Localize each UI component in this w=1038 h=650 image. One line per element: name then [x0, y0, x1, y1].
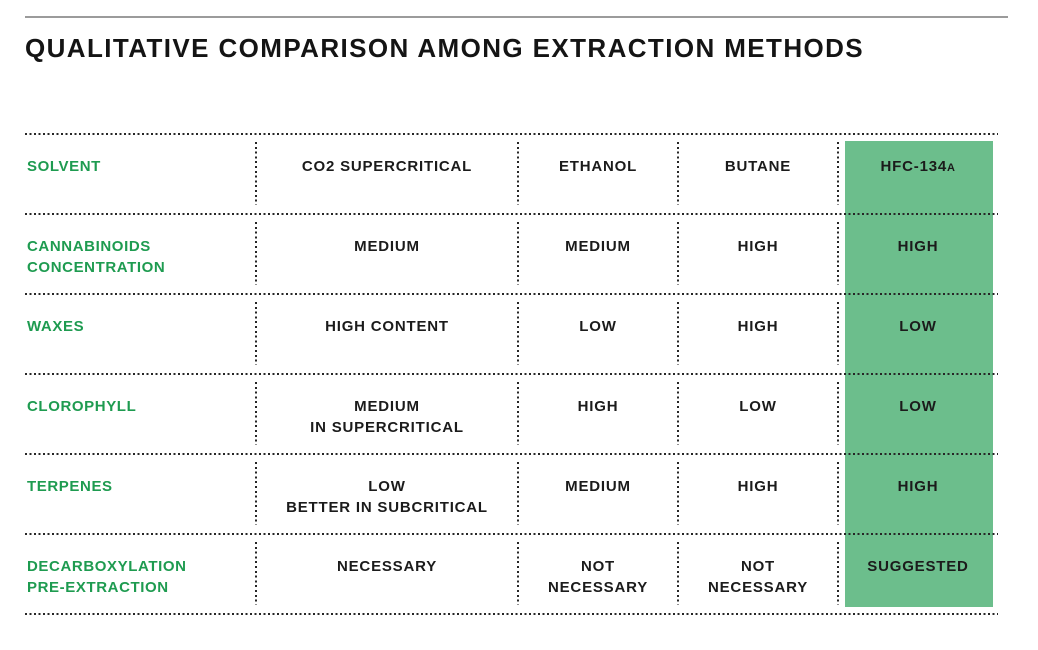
cell-ethanol: MEDIUM	[565, 238, 631, 255]
row-label: CANNABINOIDS CONCENTRATION	[27, 238, 166, 276]
row-label-solvent: SOLVENT	[27, 158, 101, 175]
column-header-co2-supercritical: CO2 SUPERCRITICAL	[301, 158, 473, 175]
top-rule-line	[25, 16, 1008, 18]
cell-co2-supercritical: HIGH CONTENT	[325, 318, 449, 335]
cell-butane: HIGH	[737, 238, 779, 255]
column-divider-line	[837, 542, 839, 605]
table-row: DECARBOXYLATION PRE-EXTRACTION NECESSARY…	[25, 533, 998, 613]
cell-butane: LOW	[739, 398, 777, 415]
column-divider-line	[837, 222, 839, 285]
column-header-ethanol: ETHANOL	[558, 158, 638, 175]
row-divider-line	[25, 373, 998, 375]
cell-co2-supercritical: MEDIUM	[354, 238, 420, 255]
column-divider-line	[517, 142, 519, 205]
cell-butane: HIGH	[737, 478, 779, 495]
cell-ethanol: NOT NECESSARY	[548, 558, 648, 596]
column-divider-line	[677, 382, 679, 445]
column-divider-line	[255, 382, 257, 445]
table-row: WAXES HIGH CONTENT LOW HIGH LOW	[25, 293, 998, 373]
row-divider-line	[25, 533, 998, 535]
hfc134a-suffix: A	[947, 162, 956, 174]
cell-ethanol: HIGH	[577, 398, 619, 415]
column-divider-line	[677, 142, 679, 205]
cell-hfc134a: HIGH	[897, 478, 939, 495]
column-divider-line	[517, 382, 519, 445]
hfc134a-base: HFC-134	[880, 158, 947, 175]
page-title: QUALITATIVE COMPARISON AMONG EXTRACTION …	[25, 33, 865, 63]
row-label: WAXES	[27, 318, 85, 335]
cell-hfc134a: HIGH	[897, 238, 939, 255]
column-divider-line	[677, 462, 679, 525]
column-divider-line	[837, 142, 839, 205]
row-divider-line	[25, 293, 998, 295]
comparison-table: SOLVENT CO2 SUPERCRITICAL ETHANOL BUTANE…	[25, 133, 998, 615]
column-divider-line	[837, 462, 839, 525]
column-divider-line	[255, 462, 257, 525]
row-divider-line	[25, 613, 998, 615]
table-row: CANNABINOIDS CONCENTRATION MEDIUM MEDIUM…	[25, 213, 998, 293]
cell-hfc134a: SUGGESTED	[867, 558, 969, 575]
column-divider-line	[517, 222, 519, 285]
table-row: CLOROPHYLL MEDIUM IN SUPERCRITICAL HIGH …	[25, 373, 998, 453]
column-divider-line	[517, 462, 519, 525]
cell-ethanol: LOW	[579, 318, 617, 335]
column-divider-line	[255, 302, 257, 365]
column-divider-line	[255, 542, 257, 605]
cell-co2-supercritical: NECESSARY	[337, 558, 437, 575]
column-divider-line	[677, 222, 679, 285]
table-header-row: SOLVENT CO2 SUPERCRITICAL ETHANOL BUTANE…	[25, 133, 998, 213]
row-divider-line	[25, 213, 998, 215]
column-divider-line	[517, 302, 519, 365]
row-divider-line	[25, 133, 998, 135]
table-row: TERPENES LOW BETTER IN SUBCRITICAL MEDIU…	[25, 453, 998, 533]
cell-co2-supercritical: MEDIUM IN SUPERCRITICAL	[310, 398, 464, 436]
row-divider-line	[25, 453, 998, 455]
cell-butane: NOT NECESSARY	[708, 558, 808, 596]
row-label: CLOROPHYLL	[27, 398, 137, 415]
row-label: DECARBOXYLATION PRE-EXTRACTION	[27, 558, 187, 596]
column-divider-line	[677, 302, 679, 365]
column-divider-line	[517, 542, 519, 605]
cell-hfc134a: LOW	[899, 398, 937, 415]
column-divider-line	[255, 142, 257, 205]
row-label: TERPENES	[27, 478, 113, 495]
cell-ethanol: MEDIUM	[565, 478, 631, 495]
column-divider-line	[837, 382, 839, 445]
column-header-butane: BUTANE	[724, 158, 792, 175]
column-divider-line	[255, 222, 257, 285]
cell-co2-supercritical: LOW BETTER IN SUBCRITICAL	[286, 478, 488, 516]
cell-hfc134a: LOW	[899, 318, 937, 335]
column-divider-line	[677, 542, 679, 605]
cell-butane: HIGH	[737, 318, 779, 335]
column-divider-line	[837, 302, 839, 365]
column-header-hfc134a: HFC-134A	[838, 133, 998, 213]
